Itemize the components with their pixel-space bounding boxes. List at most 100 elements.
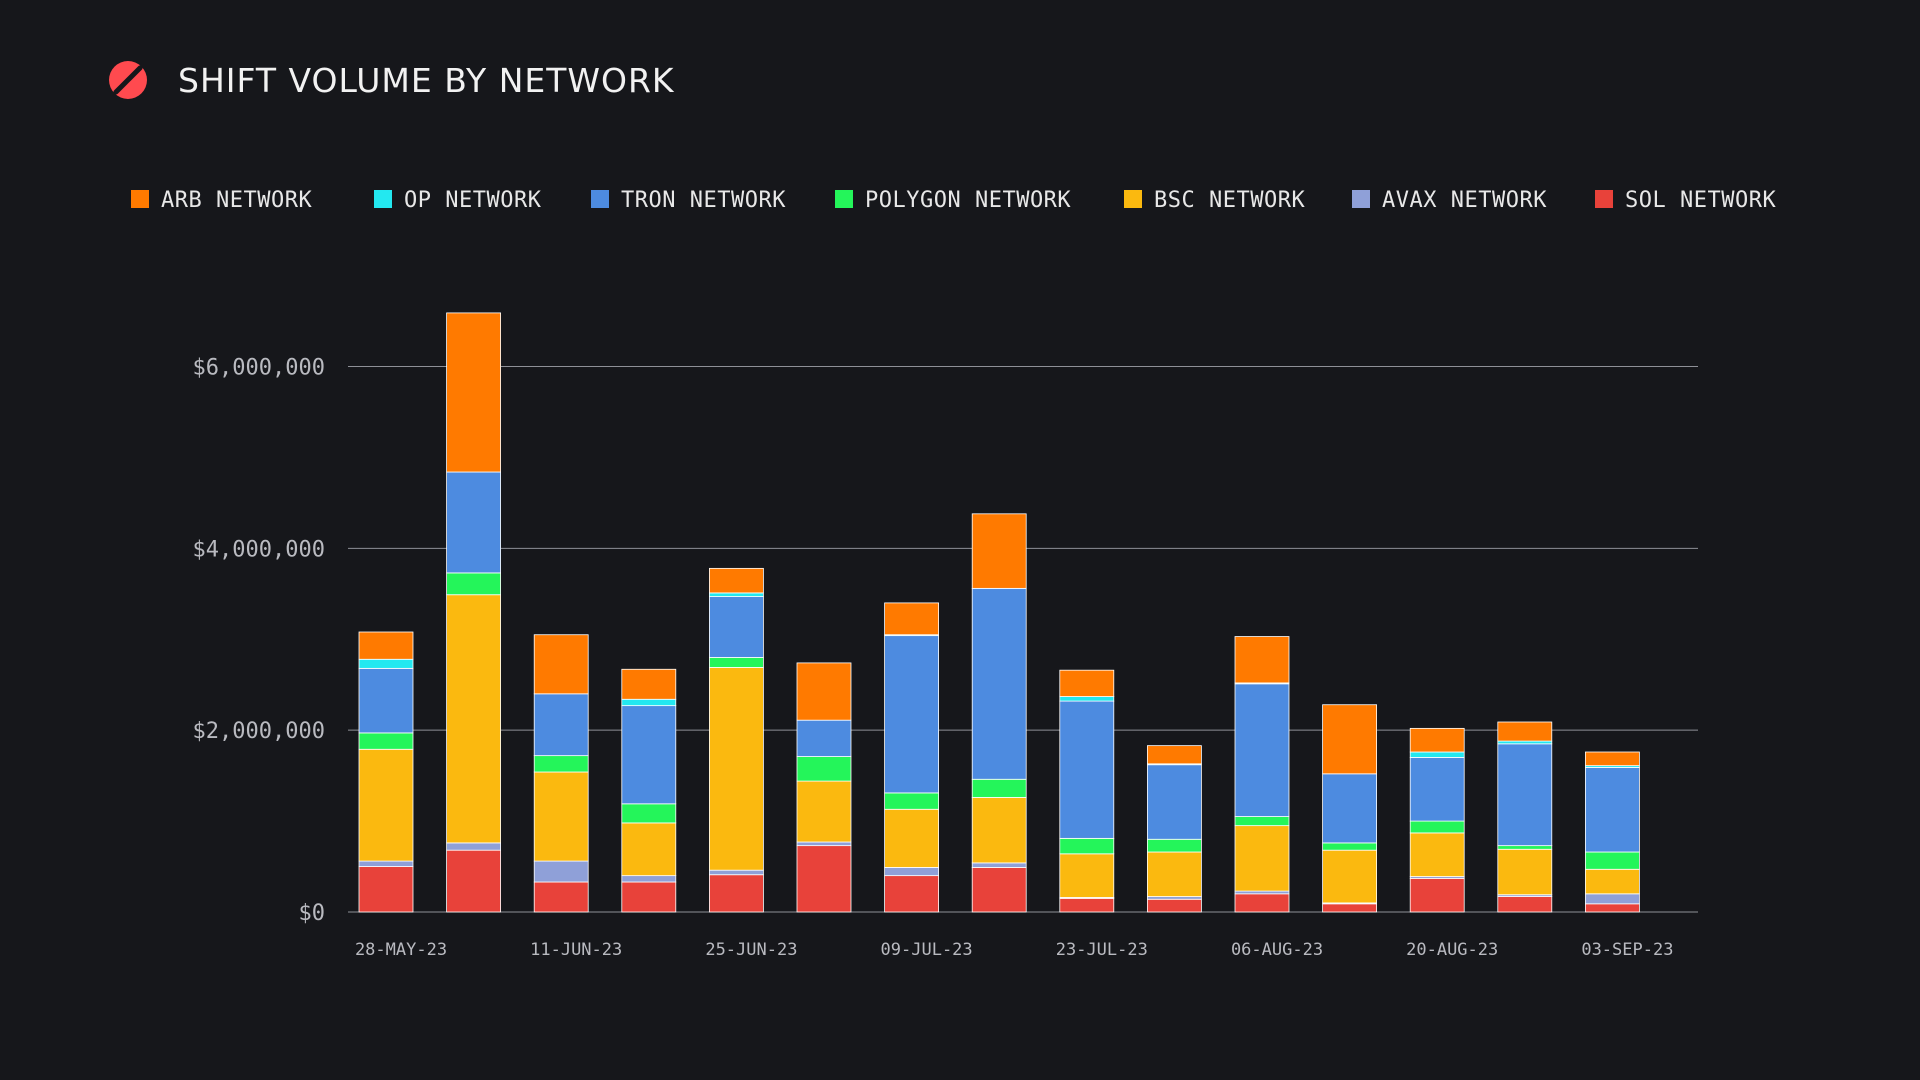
bar-stack-09-jul-23	[884, 602, 939, 913]
bar-segment-bsc-network	[1234, 825, 1290, 892]
bar-segment-polygon-network	[1059, 837, 1115, 855]
bar-segment-sol-network	[1497, 896, 1553, 913]
bar-segment-bsc-network	[621, 822, 677, 877]
bar-segment-arb-network	[621, 668, 677, 700]
legend: ARB NETWORK OP NETWORK TRON NETWORK POLYGON…	[131, 188, 1776, 213]
bar-segment-avax-network	[1234, 890, 1290, 895]
bar-segment-arb-network	[709, 567, 764, 594]
bar-segment-avax-network	[1147, 896, 1202, 900]
y-tick-label: $2,000,000	[193, 719, 325, 744]
bar-stack-23-jul-23	[1059, 669, 1115, 913]
bar-segment-arb-network	[358, 631, 414, 660]
bar-segment-bsc-network	[1497, 848, 1553, 896]
bar-segment-avax-network	[884, 867, 939, 877]
bar-stack-27-aug-23	[1497, 721, 1553, 913]
bar-segment-polygon-network	[709, 657, 764, 668]
x-tick-label: 28-MAY-23	[355, 940, 447, 960]
legend-label: AVAX NETWORK	[1382, 188, 1547, 213]
y-tick-label: $0	[299, 901, 326, 926]
bar-segment-sol-network	[1234, 893, 1290, 913]
chart-title: SHIFT VOLUME BY NETWORK	[178, 60, 675, 100]
bar-segment-avax-network	[796, 841, 852, 847]
bar-segment-tron-network	[1059, 700, 1115, 839]
bar-segment-sol-network	[1059, 897, 1115, 913]
legend-item-avax-network: AVAX NETWORK	[1352, 188, 1547, 213]
bar-segment-bsc-network	[358, 748, 414, 862]
bar-segment-arb-network	[796, 662, 852, 721]
bar-segment-sol-network	[709, 874, 764, 913]
legend-item-op-network: OP NETWORK	[374, 188, 541, 213]
bar-stack-02-jul-23	[796, 662, 852, 913]
bar-segment-avax-network	[446, 842, 502, 851]
bar-segment-tron-network	[533, 693, 589, 757]
bar-segment-polygon-network	[1322, 842, 1377, 851]
legend-swatch	[591, 190, 609, 208]
legend-item-bsc-network: BSC NETWORK	[1124, 188, 1305, 213]
bar-segment-bsc-network	[709, 667, 764, 871]
bar-segment-arb-network	[446, 312, 502, 473]
x-tick-label: 25-JUN-23	[705, 940, 797, 960]
bar-stack-11-jun-23	[533, 634, 589, 913]
bar-segment-sol-network	[446, 849, 502, 913]
bar-segment-tron-network	[796, 719, 852, 757]
bar-segment-arb-network	[971, 513, 1027, 589]
bar-segment-bsc-network	[884, 808, 939, 868]
bar-segment-polygon-network	[621, 803, 677, 824]
bar-stack-16-jul-23	[971, 513, 1027, 913]
bar-stack-25-jun-23	[709, 567, 764, 913]
legend-swatch	[1124, 190, 1142, 208]
bar-segment-polygon-network	[1234, 816, 1290, 827]
bar-segment-arb-network	[533, 634, 589, 695]
bar-segment-sol-network	[1322, 903, 1377, 913]
bar-segment-sol-network	[796, 845, 852, 913]
bar-segment-tron-network	[1409, 757, 1465, 822]
bar-segment-op-network	[1059, 696, 1115, 702]
legend-swatch	[1595, 190, 1613, 208]
bar-segment-avax-network	[621, 875, 677, 883]
bars	[358, 312, 1640, 913]
bar-segment-polygon-network	[1147, 838, 1202, 853]
bar-segment-sol-network	[1147, 898, 1202, 913]
bar-segment-bsc-network	[1585, 868, 1640, 895]
bar-segment-tron-network	[1322, 773, 1377, 844]
x-tick-label: 03-SEP-23	[1581, 940, 1673, 960]
bar-segment-tron-network	[358, 667, 414, 734]
bar-segment-sol-network	[971, 867, 1027, 913]
bar-segment-arb-network	[1234, 636, 1290, 684]
bar-segment-arb-network	[1147, 745, 1202, 765]
bar-segment-op-network	[358, 658, 414, 669]
bar-segment-polygon-network	[358, 732, 414, 750]
bar-stack-06-aug-23	[1234, 636, 1290, 913]
legend-item-polygon-network: POLYGON NETWORK	[835, 188, 1071, 213]
bar-segment-polygon-network	[533, 755, 589, 773]
legend-label: ARB NETWORK	[161, 188, 312, 213]
bar-segment-bsc-network	[1409, 832, 1465, 877]
bar-segment-op-network	[621, 698, 677, 707]
bar-segment-sol-network	[884, 875, 939, 913]
legend-swatch	[835, 190, 853, 208]
bar-segment-bsc-network	[1059, 853, 1115, 898]
bar-segment-avax-network	[358, 860, 414, 867]
bar-stack-03-sep-23	[1585, 751, 1640, 913]
legend-item-tron-network: TRON NETWORK	[591, 188, 786, 213]
x-tick-label: 11-JUN-23	[530, 940, 622, 960]
legend-label: SOL NETWORK	[1625, 188, 1776, 213]
legend-item-arb-network: ARB NETWORK	[131, 188, 312, 213]
bar-segment-bsc-network	[796, 780, 852, 843]
bar-segment-op-network	[1497, 740, 1553, 745]
bar-segment-arb-network	[1409, 727, 1465, 753]
bar-segment-sol-network	[1409, 877, 1465, 913]
bar-stack-20-aug-23	[1409, 727, 1465, 913]
x-tick-label: 09-JUL-23	[881, 940, 973, 960]
bar-segment-bsc-network	[1322, 849, 1377, 904]
bar-segment-tron-network	[1234, 683, 1290, 817]
bar-segment-polygon-network	[1497, 845, 1553, 850]
legend-label: POLYGON NETWORK	[865, 188, 1071, 213]
bar-segment-bsc-network	[1147, 851, 1202, 897]
bar-segment-tron-network	[1497, 743, 1553, 847]
legend-swatch	[131, 190, 149, 208]
chart-header: SHIFT VOLUME BY NETWORK	[108, 58, 675, 102]
y-tick-label: $4,000,000	[193, 537, 325, 562]
bar-segment-bsc-network	[533, 771, 589, 862]
y-axis-ticks: $0 $2,000,000 $4,000,000 $6,000,000	[193, 356, 325, 926]
